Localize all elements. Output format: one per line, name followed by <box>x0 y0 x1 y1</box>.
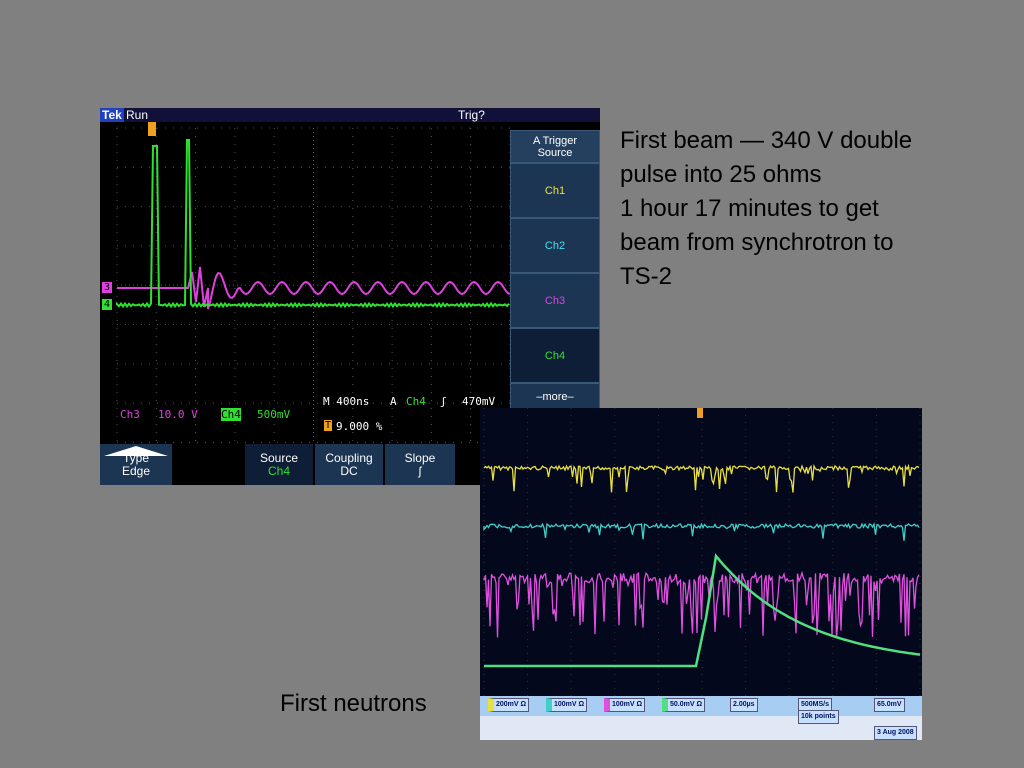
text-line: beam from synchrotron to <box>620 229 894 256</box>
menu-button: A Trigger Source <box>510 130 600 163</box>
ch4-value: 500mV <box>257 408 291 421</box>
menu-button: Ch2 <box>510 218 600 273</box>
menu-button: Ch4 <box>510 328 600 383</box>
caption: First neutrons <box>280 690 427 717</box>
menu-button: Ch3 <box>510 273 600 328</box>
button-bottom: Edge <box>121 464 151 478</box>
ch3-marker: 3 <box>102 282 113 293</box>
ch3-value: 10.0 V <box>158 408 198 421</box>
trigger-icon: T <box>324 420 333 431</box>
text-line: pulse into 25 ohms <box>620 161 822 188</box>
channel-scale: 50.0mV Ω <box>662 698 706 712</box>
menu-button: Ch1 <box>510 163 600 218</box>
menu-button: –more– <box>510 383 600 411</box>
bottom-menu-filler <box>172 444 245 485</box>
scope-screenshot-2: 200mV Ω 100mV Ω 100mV Ω 50.0mV Ω 2.00µs 500… <box>480 408 922 740</box>
button-top: Slope <box>404 451 436 465</box>
scope-screenshot-1: Tek Run Trig? Ch3 10.0 V Ch4 500mV M 400… <box>100 108 600 485</box>
bottom-menu-button: Coupling DC <box>315 444 383 485</box>
trigger-marker <box>148 122 156 136</box>
type-icon <box>104 446 168 456</box>
ch4-label: Ch4 <box>221 408 241 421</box>
button-top: Source <box>259 451 299 465</box>
top-bar: Tek Run Trig? <box>100 108 600 122</box>
channel-scale: 200mV Ω <box>488 698 530 712</box>
trigger-level: 65.0mV <box>874 698 905 712</box>
status-bar-lower <box>480 716 922 740</box>
status: Run <box>126 108 149 122</box>
trigger-slope: ʃ <box>440 395 447 408</box>
button-top: Coupling <box>325 451 373 465</box>
slide-text: First beam — 340 V double pulse into 25 o… <box>620 124 912 294</box>
text-line: First beam — 340 V double <box>620 127 913 154</box>
ch4-trace <box>484 553 921 668</box>
ch3-trace <box>483 570 920 638</box>
trigger-channel: Ch4 <box>406 395 426 408</box>
timebase: M 400ns <box>323 395 370 408</box>
date: 3 Aug 2008 <box>874 726 917 740</box>
button-bottom: ʃ <box>418 464 422 478</box>
brand: Tek <box>100 108 124 122</box>
ch2-trace <box>483 521 920 541</box>
ch3-trace <box>117 266 510 310</box>
timebase: 2.00µs <box>730 698 758 712</box>
points: 10k points <box>798 710 839 724</box>
channel-scale: 100mV Ω <box>546 698 588 712</box>
trigger-status: Trig? <box>458 108 485 122</box>
trigger-level: 470mV <box>462 395 496 408</box>
ch4-trace <box>116 139 510 309</box>
ch3-label: Ch3 <box>120 408 140 421</box>
waveform-display <box>483 408 921 696</box>
trigger-label: A <box>390 395 397 408</box>
button-bottom: Ch4 <box>267 464 290 478</box>
trigger-position: 9.000 % <box>336 420 383 433</box>
text-line: TS-2 <box>620 263 673 290</box>
ch4-marker: 4 <box>102 299 113 310</box>
bottom-menu-button: Source Ch4 <box>245 444 313 485</box>
waveform-display <box>116 122 510 443</box>
text-line: 1 hour 17 minutes to get <box>620 195 879 222</box>
ch1-trace <box>483 463 920 493</box>
button-bottom: DC <box>340 464 358 478</box>
bottom-menu-button: Slope ʃ <box>385 444 455 485</box>
channel-scale: 100mV Ω <box>604 698 646 712</box>
trigger-marker <box>697 408 703 418</box>
